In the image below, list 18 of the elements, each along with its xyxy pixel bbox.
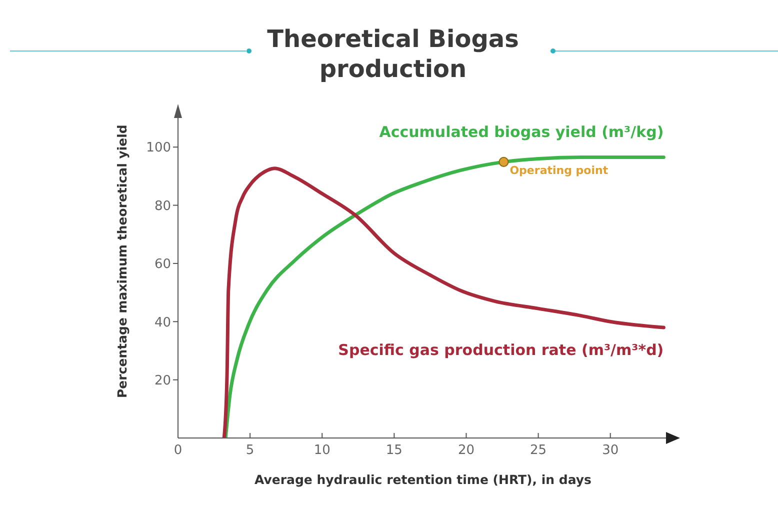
y-axis-title: Percentage maximum theoretical yield [114,124,130,398]
y-tick-label: 80 [154,198,171,214]
y-tick-label: 40 [154,315,171,330]
x-tick-label: 0 [174,443,182,458]
x-tick-label: 25 [530,443,547,458]
series-label: Specific gas production rate (m³/m³*d) [338,341,664,360]
chart-title: Theoretical Biogas production [266,24,520,84]
x-tick-label: 20 [458,443,475,458]
x-tick-label: 15 [386,443,402,458]
y-tick-label: 60 [154,257,171,272]
x-tick-label: 5 [246,443,254,458]
x-axis-title: Average hydraulic retention time (HRT), in days [254,472,592,487]
series-label: Operating point [510,164,608,177]
y-tick-label: 20 [154,373,171,388]
x-tick-label: 30 [602,443,619,458]
x-tick-label: 10 [314,443,330,458]
series-label: Accumulated biogas yield (m³/kg) [379,123,664,142]
y-tick-label: 100 [146,140,171,156]
